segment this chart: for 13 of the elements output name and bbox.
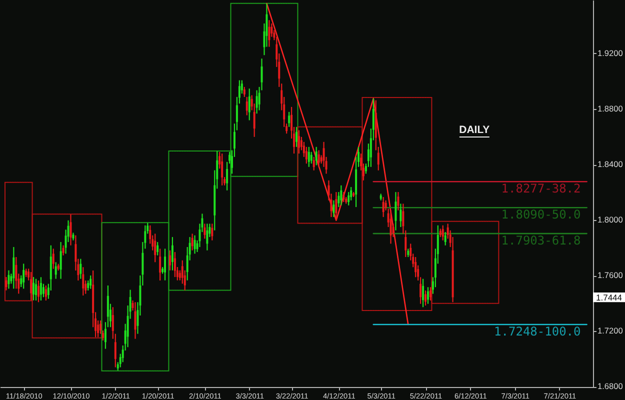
y-tick-label: 1.9200 [598, 48, 624, 58]
y-tick-label: 1.7600 [598, 270, 624, 280]
series-label: 1.8277-38.2 [501, 182, 581, 196]
y-tick-label: 1.8000 [598, 214, 624, 225]
y-tick-label: 1.8400 [598, 159, 624, 170]
annotation: DAILY [459, 124, 490, 136]
y-tick-label: 1.8800 [598, 104, 624, 114]
annotation: 1.7444 [596, 292, 622, 302]
series-label: 1.7903-61.8 [501, 234, 581, 248]
series-label: 1.7248-100.0 [494, 324, 581, 339]
y-tick-label: 1.6800 [598, 381, 624, 392]
series-label: 1.8090-50.0 [501, 208, 581, 222]
y-tick-label: 1.7200 [598, 326, 624, 336]
